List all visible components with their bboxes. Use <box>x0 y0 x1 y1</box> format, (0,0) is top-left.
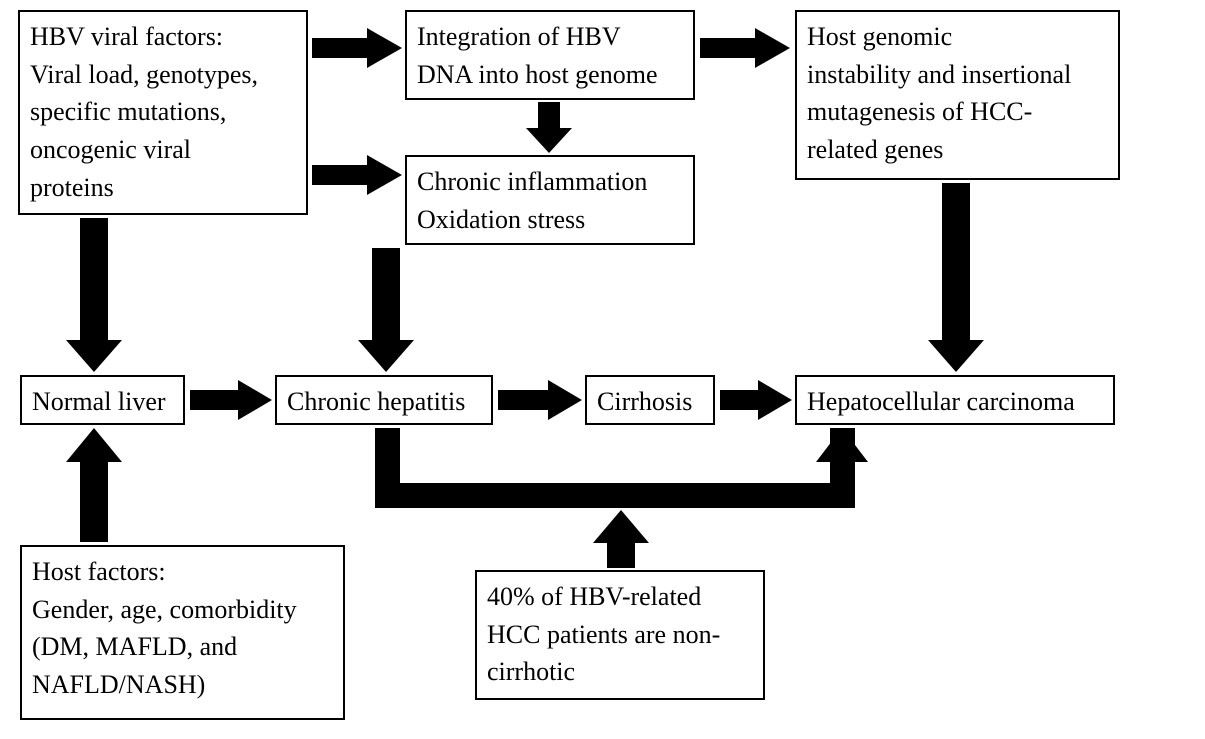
node-hcc: Hepatocellular carcinoma <box>795 375 1115 425</box>
node-text: Host genomicinstability and insertionalm… <box>807 22 1071 164</box>
arrow-hbv-to-normal-liver <box>66 218 122 372</box>
node-hcc-stat: 40% of HBV-relatedHCC patients are non-c… <box>475 570 765 700</box>
node-text: Chronic hepatitis <box>287 387 465 416</box>
node-text: Integration of HBVDNA into host genome <box>417 22 658 89</box>
node-text: Hepatocellular carcinoma <box>807 387 1075 416</box>
node-text: HBV viral factors:Viral load, genotypes,… <box>30 22 258 202</box>
node-text: Host factors:Gender, age, comorbidity(DM… <box>32 557 297 699</box>
arrow-inflammation-to-chronic-hep <box>358 248 414 372</box>
arrow-chronic-to-hcc-bypass <box>375 428 868 508</box>
node-cirrhosis: Cirrhosis <box>585 375 715 425</box>
node-text: Normal liver <box>32 387 166 416</box>
node-normal-liver: Normal liver <box>20 375 185 425</box>
node-hbv-factors: HBV viral factors:Viral load, genotypes,… <box>18 10 308 215</box>
node-inflammation: Chronic inflammationOxidation stress <box>405 155 695 245</box>
arrow-normal-to-chronic <box>190 380 272 420</box>
arrow-hbv-to-inflammation <box>312 155 402 195</box>
arrow-stat-to-bypass <box>593 510 649 568</box>
node-genomic: Host genomicinstability and insertionalm… <box>795 10 1120 180</box>
node-text: 40% of HBV-relatedHCC patients are non-c… <box>487 582 720 686</box>
node-integration: Integration of HBVDNA into host genome <box>405 10 695 100</box>
arrow-hbv-to-integration <box>312 28 402 68</box>
arrow-integration-to-genomic <box>700 28 790 68</box>
node-host-factors: Host factors:Gender, age, comorbidity(DM… <box>20 545 345 720</box>
arrow-host-to-normal-liver <box>66 428 122 542</box>
node-text: Chronic inflammationOxidation stress <box>417 167 647 234</box>
node-chronic-hepatitis: Chronic hepatitis <box>275 375 493 425</box>
node-text: Cirrhosis <box>597 387 692 416</box>
arrow-genomic-to-hcc <box>928 183 984 372</box>
arrow-chronic-to-cirrhosis <box>498 380 582 420</box>
arrow-integration-to-inflammation <box>526 102 572 153</box>
arrow-cirrhosis-to-hcc <box>720 380 792 420</box>
